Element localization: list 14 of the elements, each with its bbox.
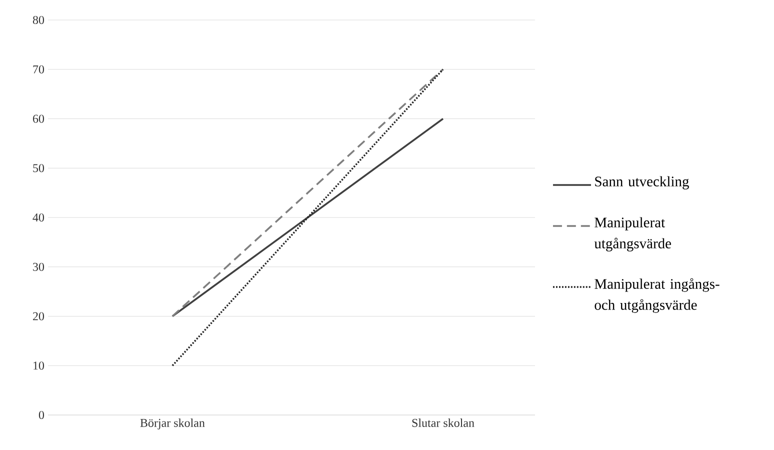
- legend-label: Sann utveckling: [595, 176, 689, 190]
- y-tick-label: 70: [33, 65, 44, 74]
- x-tick-label: Slutar skolan: [412, 418, 474, 427]
- y-tick-label: 10: [34, 362, 44, 370]
- y-tick-label: 80: [32, 16, 44, 24]
- legend-label: Manipulerat ingångs- och utgångsvärde: [594, 278, 720, 313]
- y-tick-label: 60: [32, 114, 44, 123]
- y-tick-label: 30: [33, 262, 44, 271]
- x-tick-label: Börjar skolan: [140, 418, 205, 430]
- legend-label: Manipulerat utgångsvärde: [594, 217, 672, 252]
- y-tick-label: 50: [33, 164, 44, 172]
- y-tick-label: 40: [32, 213, 44, 222]
- y-tick-label: 0: [38, 410, 44, 420]
- y-tick-label: 20: [33, 312, 44, 320]
